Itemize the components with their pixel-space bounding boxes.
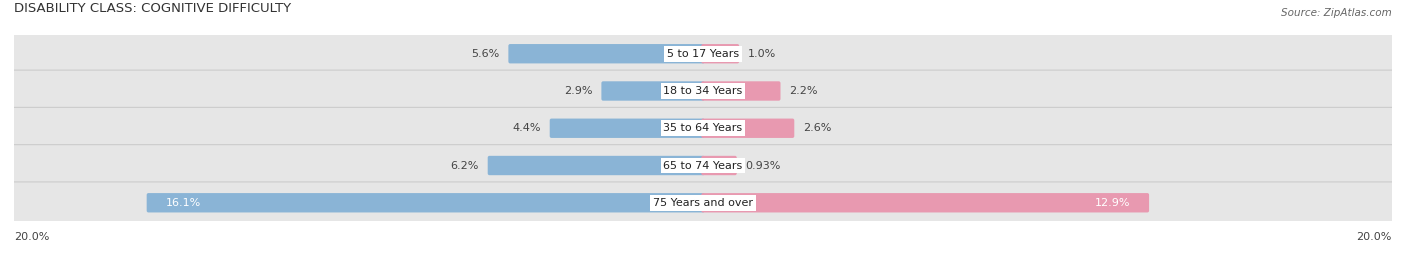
Text: 20.0%: 20.0% bbox=[14, 232, 49, 242]
Text: 65 to 74 Years: 65 to 74 Years bbox=[664, 160, 742, 171]
FancyBboxPatch shape bbox=[8, 33, 1398, 75]
Legend: Male, Female: Male, Female bbox=[641, 267, 765, 270]
Text: 18 to 34 Years: 18 to 34 Years bbox=[664, 86, 742, 96]
Text: 20.0%: 20.0% bbox=[1357, 232, 1392, 242]
FancyBboxPatch shape bbox=[702, 44, 740, 63]
FancyBboxPatch shape bbox=[8, 70, 1398, 112]
FancyBboxPatch shape bbox=[509, 44, 704, 63]
Text: 4.4%: 4.4% bbox=[513, 123, 541, 133]
Text: Source: ZipAtlas.com: Source: ZipAtlas.com bbox=[1281, 8, 1392, 18]
Text: 16.1%: 16.1% bbox=[166, 198, 201, 208]
FancyBboxPatch shape bbox=[702, 119, 794, 138]
Text: DISABILITY CLASS: COGNITIVE DIFFICULTY: DISABILITY CLASS: COGNITIVE DIFFICULTY bbox=[14, 2, 291, 15]
FancyBboxPatch shape bbox=[488, 156, 704, 175]
Text: 5 to 17 Years: 5 to 17 Years bbox=[666, 49, 740, 59]
Text: 35 to 64 Years: 35 to 64 Years bbox=[664, 123, 742, 133]
Text: 2.9%: 2.9% bbox=[564, 86, 593, 96]
FancyBboxPatch shape bbox=[702, 81, 780, 101]
FancyBboxPatch shape bbox=[146, 193, 704, 212]
FancyBboxPatch shape bbox=[8, 107, 1398, 149]
Text: 1.0%: 1.0% bbox=[748, 49, 776, 59]
Text: 5.6%: 5.6% bbox=[471, 49, 499, 59]
Text: 2.6%: 2.6% bbox=[803, 123, 831, 133]
FancyBboxPatch shape bbox=[602, 81, 704, 101]
FancyBboxPatch shape bbox=[8, 182, 1398, 224]
Text: 75 Years and over: 75 Years and over bbox=[652, 198, 754, 208]
Text: 6.2%: 6.2% bbox=[451, 160, 479, 171]
FancyBboxPatch shape bbox=[702, 193, 1149, 212]
Text: 0.93%: 0.93% bbox=[745, 160, 780, 171]
FancyBboxPatch shape bbox=[550, 119, 704, 138]
Text: 2.2%: 2.2% bbox=[789, 86, 818, 96]
FancyBboxPatch shape bbox=[8, 145, 1398, 186]
FancyBboxPatch shape bbox=[702, 156, 737, 175]
Text: 12.9%: 12.9% bbox=[1095, 198, 1130, 208]
